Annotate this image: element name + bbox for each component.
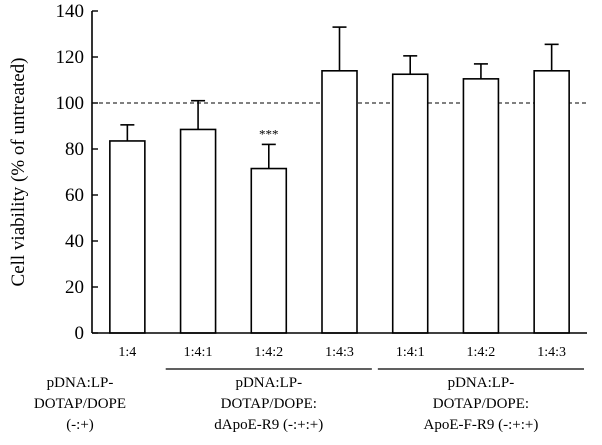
- y-tick-label: 0: [75, 323, 85, 344]
- group-labels-layer: pDNA:LP- DOTAP/DOPE (-:+) pDNA:LP- DOTAP/DOP…: [34, 368, 584, 433]
- axes-layer: [91, 11, 587, 334]
- x-category-label: 1:4:2: [467, 345, 496, 360]
- y-tick-label: 140: [56, 1, 85, 22]
- bar: [391, 73, 429, 334]
- y-ticks-layer: 0 20 40 60 80 100 120 140: [56, 1, 98, 344]
- group-label-line: pDNA:LP-: [235, 375, 302, 391]
- bar: [179, 128, 217, 334]
- bar: [321, 70, 358, 334]
- group-label-line: ApoE-F-R9 (-:+:+): [424, 417, 539, 433]
- y-tick-label: 120: [56, 47, 85, 68]
- group-label-line: DOTAP/DOPE:: [433, 396, 529, 412]
- x-category-label: 1:4: [118, 345, 136, 360]
- bar: [109, 140, 146, 334]
- significance-annotation: ***: [259, 126, 279, 141]
- y-axis-label: Cell viability (% of untreated): [8, 58, 29, 287]
- bars-layer: ***: [109, 26, 570, 334]
- y-tick-label: 100: [56, 93, 85, 114]
- group-label-line: dApoE-R9 (-:+:+): [214, 417, 323, 433]
- group-label-line: pDNA:LP-: [448, 375, 515, 391]
- group-label-line: pDNA:LP-: [47, 375, 114, 391]
- x-category-label: 1:4:3: [325, 345, 354, 360]
- x-category-label: 1:4:3: [537, 345, 566, 360]
- bar: [250, 167, 288, 334]
- x-category-label: 1:4:1: [396, 345, 425, 360]
- y-tick-label: 60: [65, 185, 84, 206]
- group-label-line: (-:+): [66, 417, 94, 433]
- category-labels-layer: 1:4 1:4:1 1:4:2 1:4:3 1:4:1 1:4:2 1:4:3: [118, 345, 566, 360]
- bar: [533, 70, 570, 334]
- x-category-label: 1:4:2: [254, 345, 283, 360]
- x-category-label: 1:4:1: [184, 345, 213, 360]
- y-axis-title-group: Cell viability (% of untreated): [8, 58, 29, 287]
- y-tick-label: 80: [65, 139, 84, 160]
- group-label-line: DOTAP/DOPE:: [221, 396, 317, 412]
- bar: [462, 78, 500, 334]
- y-tick-label: 40: [65, 231, 84, 252]
- group-label-line: DOTAP/DOPE: [34, 396, 126, 412]
- y-tick-label: 20: [65, 277, 84, 298]
